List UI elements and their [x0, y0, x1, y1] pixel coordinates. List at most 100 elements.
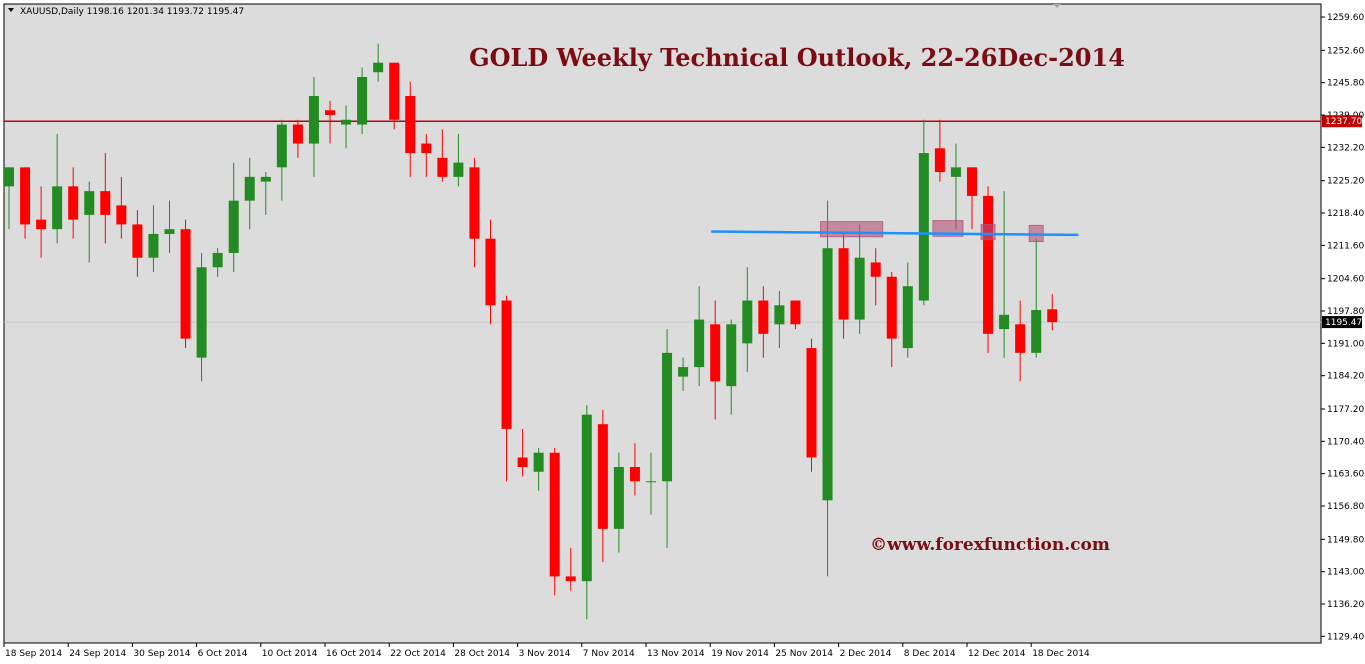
x-tick-label: 8 Dec 2014	[904, 649, 956, 659]
candle-body	[196, 267, 207, 358]
y-tick-label: 1204.60	[1327, 275, 1364, 285]
candle	[276, 119, 287, 201]
candle	[469, 157, 480, 268]
candle	[164, 200, 175, 253]
candle-body	[116, 205, 127, 225]
blue-trendline[interactable]	[711, 230, 1079, 237]
candle	[565, 547, 576, 591]
y-tick-label: 1259.60	[1327, 13, 1364, 23]
candle	[774, 291, 785, 349]
candle-body	[148, 233, 159, 258]
candle	[950, 143, 961, 230]
y-tick-label: 1163.60	[1327, 470, 1364, 480]
candle-body	[180, 229, 191, 339]
candle	[84, 181, 95, 263]
candle-body	[549, 452, 560, 577]
triangle-down-icon[interactable]	[8, 8, 14, 12]
candle	[1047, 294, 1058, 331]
y-tick-label: 1170.40	[1327, 437, 1364, 447]
candle-body	[36, 219, 47, 230]
shift-marker-icon[interactable]	[1053, 4, 1061, 8]
candle	[967, 167, 977, 230]
candle-body	[742, 300, 753, 344]
candle	[36, 186, 47, 258]
candle	[100, 153, 111, 244]
candle-body	[694, 319, 705, 368]
candle	[453, 134, 464, 187]
candle	[742, 267, 753, 372]
candle-body	[1047, 309, 1058, 323]
y-tick-label: 1149.80	[1327, 535, 1364, 545]
candle-body	[967, 167, 977, 196]
candle	[934, 119, 945, 182]
candle	[597, 409, 608, 563]
candle	[549, 447, 560, 596]
price-tag-label-0: 1237.70	[1325, 117, 1362, 127]
y-tick-label: 1184.20	[1327, 372, 1364, 382]
candle-body	[100, 191, 111, 215]
candle-body	[646, 481, 656, 483]
y-tick-label: 1225.20	[1327, 177, 1364, 187]
candle-body	[373, 62, 384, 73]
candle-body	[421, 143, 432, 154]
candle	[357, 67, 368, 135]
candle-body	[710, 324, 721, 382]
candle-body	[999, 314, 1010, 330]
candle	[437, 129, 448, 182]
candle	[196, 252, 207, 382]
candle-body	[822, 248, 833, 501]
candle-body	[581, 414, 592, 582]
x-tick-label: 3 Nov 2014	[519, 649, 571, 659]
candle	[373, 43, 384, 82]
candle	[68, 167, 79, 239]
x-tick-label: 22 Oct 2014	[390, 649, 446, 659]
candle-body	[790, 300, 801, 325]
candle-body	[838, 248, 849, 320]
candle	[341, 105, 352, 149]
candle	[710, 300, 721, 420]
candle-body	[902, 286, 913, 349]
candle	[52, 134, 63, 244]
candle-body	[308, 95, 319, 144]
symbol-readout: XAUUSD,Daily 1198.16 1201.34 1193.72 119…	[20, 7, 244, 17]
candle	[758, 286, 769, 358]
candle-body	[886, 276, 897, 339]
candle-body	[870, 262, 881, 277]
candle	[822, 200, 833, 577]
candle-body	[389, 62, 400, 120]
candle-body	[1015, 324, 1026, 353]
candle	[1031, 238, 1042, 358]
candle	[613, 452, 624, 553]
candle-body	[774, 305, 785, 325]
y-tick-label: 1136.20	[1327, 600, 1364, 610]
candle-body	[357, 76, 368, 125]
horizontal-lines	[4, 120, 1321, 323]
candle-body	[292, 124, 303, 144]
candle-body	[132, 224, 143, 258]
candle-body	[983, 195, 994, 334]
candle-body	[629, 467, 640, 482]
candle	[1015, 300, 1026, 382]
x-tick-label: 30 Sep 2014	[133, 649, 190, 659]
x-tick-label: 13 Nov 2014	[647, 649, 705, 659]
candle	[629, 443, 640, 496]
plot-area	[3, 3, 1322, 644]
candle	[4, 167, 14, 230]
candle	[292, 119, 303, 158]
candle	[694, 286, 705, 387]
candle-body	[341, 119, 352, 125]
candle	[260, 172, 271, 215]
candle	[870, 248, 881, 306]
candle	[116, 176, 127, 239]
watermark: ©www.forexfunction.com	[870, 535, 1110, 555]
candle	[517, 428, 528, 477]
candle	[148, 205, 159, 272]
x-tick-label: 19 Nov 2014	[711, 649, 769, 659]
price-tag-1	[1322, 316, 1362, 329]
x-tick-label: 10 Oct 2014	[262, 649, 318, 659]
chart-title: GOLD Weekly Technical Outlook, 22-26Dec-…	[469, 43, 1125, 72]
candle-body	[244, 176, 255, 201]
candle	[389, 62, 400, 130]
